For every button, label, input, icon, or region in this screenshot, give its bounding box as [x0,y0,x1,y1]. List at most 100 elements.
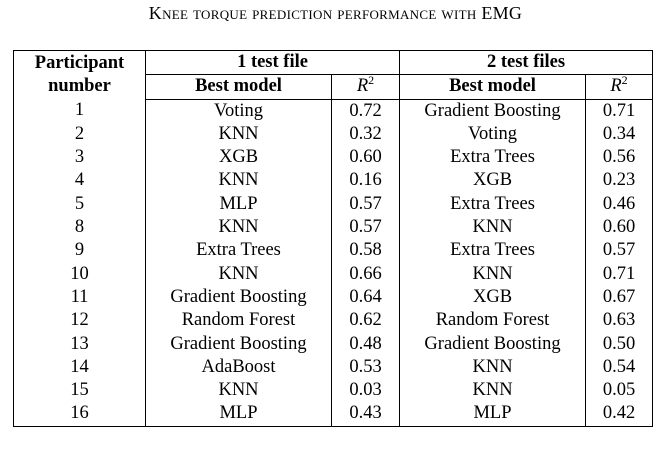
r2-1-cell: 0.32 [331,122,401,147]
table-row: 8 KNN 0.57 KNN 0.60 [13,216,654,240]
model1-cell: KNN [145,122,332,147]
group2-header: 2 test files [399,49,654,76]
participant-cell: 14 [13,355,146,380]
participant-header-line1: Participant [34,52,125,73]
r2-1-cell: 0.58 [331,239,401,263]
participant-cell: 1 [13,99,146,123]
model2-cell: Gradient Boosting [399,332,587,356]
table-body: 1 Voting 0.72 Gradient Boosting 0.71 2 KNN 0.32… [13,99,654,427]
table-row: 16 MLP 0.43 MLP 0.42 [13,402,654,427]
table-row: 10 KNN 0.66 KNN 0.71 [13,262,654,286]
participant-cell: 13 [13,332,146,356]
model2-cell: KNN [399,216,587,240]
participant-cell: 9 [13,239,146,263]
participant-cell: 16 [13,402,146,427]
model1-cell: MLP [145,192,332,217]
r2-exponent-2: 2 [621,73,628,88]
r2-symbol-1: R [356,76,369,97]
r2-2-cell: 0.71 [585,99,654,123]
table-row: 3 XGB 0.60 Extra Trees 0.56 [13,146,654,170]
model1-cell: Voting [145,99,332,123]
participant-cell: 5 [13,192,146,217]
model2-cell: Extra Trees [399,146,587,170]
participant-cell: 15 [13,379,146,403]
r2-symbol-2: R [610,76,622,97]
model2-cell: Extra Trees [399,192,587,217]
model1-cell: Gradient Boosting [145,285,332,310]
model2-cell: KNN [399,379,587,403]
r2-1-cell: 0.03 [331,379,401,403]
model1-cell: KNN [145,169,332,193]
r2-2-cell: 0.56 [585,146,654,170]
model2-cell: XGB [399,169,587,193]
table-row: 5 MLP 0.57 Extra Trees 0.46 [13,192,654,217]
participant-cell: 10 [13,262,146,286]
r2-2-cell: 0.23 [585,169,654,193]
table-row: 11 Gradient Boosting 0.64 XGB 0.67 [13,285,654,310]
table-row: 9 Extra Trees 0.58 Extra Trees 0.57 [13,239,654,263]
participant-cell: 2 [13,122,146,147]
r2-2-cell: 0.05 [585,379,654,403]
model2-cell: XGB [399,285,587,310]
r2-2-cell: 0.42 [585,402,654,427]
model2-cell: Extra Trees [399,239,587,263]
table-row: 13 Gradient Boosting 0.48 Gradient Boosting… [13,332,654,356]
r2-2-cell: 0.60 [585,216,654,240]
model1-cell: Extra Trees [145,239,332,263]
r2-1-cell: 0.72 [331,99,401,123]
table-row: 1 Voting 0.72 Gradient Boosting 0.71 [13,99,654,123]
r2-header-2: R2 [585,73,654,100]
r2-1-cell: 0.53 [331,355,401,380]
table-row: 4 KNN 0.16 XGB 0.23 [13,169,654,193]
r2-1-cell: 0.64 [331,285,401,310]
participant-cell: 12 [13,309,146,333]
model1-cell: AdaBoost [145,355,332,380]
model1-cell: KNN [145,216,332,240]
participant-cell: 11 [13,285,146,310]
model2-cell: Random Forest [399,309,587,333]
model2-cell: KNN [399,262,587,286]
model2-cell: MLP [399,402,587,427]
model1-cell: MLP [145,402,332,427]
table-row: 2 KNN 0.32 Voting 0.34 [13,122,654,147]
r2-2-cell: 0.54 [585,355,654,380]
participant-cell: 8 [13,216,146,240]
participant-cell: 4 [13,169,146,193]
model1-cell: KNN [145,262,332,286]
model1-cell: Gradient Boosting [145,332,332,356]
model1-cell: Random Forest [145,309,332,333]
model1-cell: KNN [145,379,332,403]
r2-header-1: R2 [331,73,401,100]
r2-2-cell: 0.46 [585,192,654,217]
r2-1-cell: 0.48 [331,332,401,356]
model2-cell: KNN [399,355,587,380]
table-caption: Knee torque prediction performance with … [148,3,523,23]
group1-header: 1 test file [145,49,401,76]
r2-1-cell: 0.16 [331,169,401,193]
r2-2-cell: 0.34 [585,122,654,147]
header-row-1: Participant number 1 test file 2 test fi… [13,49,654,100]
model1-cell: XGB [145,146,332,170]
model2-cell: Voting [399,122,587,147]
participant-cell: 3 [13,146,146,170]
r2-1-cell: 0.60 [331,146,401,170]
r2-2-cell: 0.71 [585,262,654,286]
best-model-header-2: Best model [399,74,587,100]
r2-2-cell: 0.57 [585,239,654,263]
table-row: 14 AdaBoost 0.53 KNN 0.54 [13,355,654,380]
r2-1-cell: 0.62 [331,309,401,333]
participant-header-line2: number [48,76,111,97]
r2-2-cell: 0.67 [585,285,654,310]
r2-1-cell: 0.57 [331,192,401,217]
table-row: 12 Random Forest 0.62 Random Forest 0.63 [13,309,654,333]
r2-2-cell: 0.50 [585,332,654,356]
r2-2-cell: 0.63 [585,309,654,333]
r2-1-cell: 0.43 [331,402,401,427]
r2-1-cell: 0.57 [331,216,401,240]
r2-1-cell: 0.66 [331,262,401,286]
r2-exponent-1: 2 [368,73,375,88]
header-row-2: Best model R2 Best model R2 [14,73,654,100]
model2-cell: Gradient Boosting [399,99,587,123]
results-table: Participant number 1 test file 2 test fi… [13,49,654,427]
participant-header: Participant number [13,50,146,100]
